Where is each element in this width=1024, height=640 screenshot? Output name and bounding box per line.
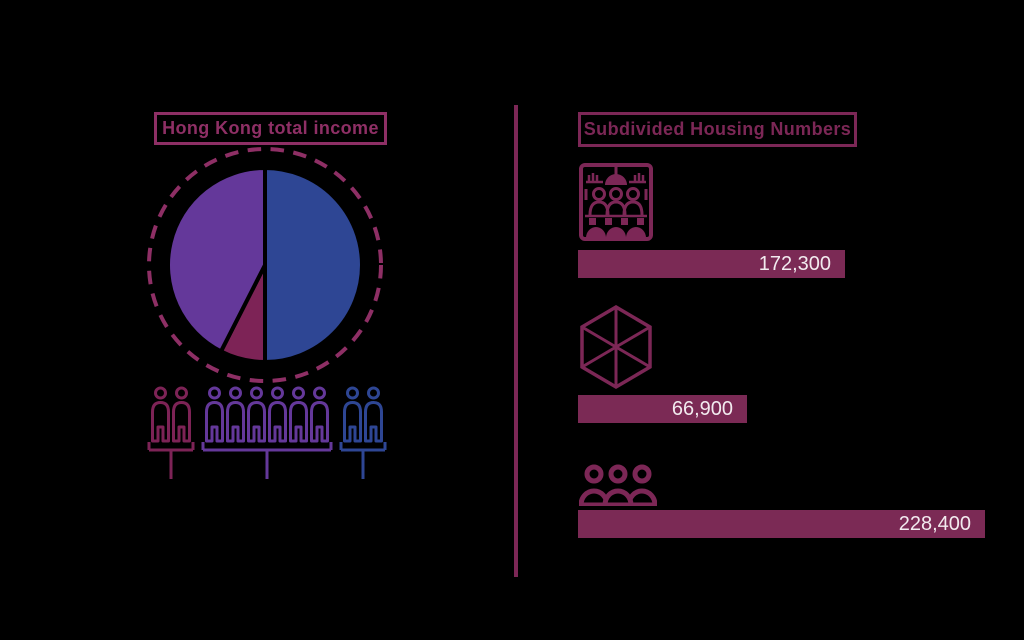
bar-crowded-room: 172,300: [578, 250, 845, 278]
people-pictogram: [147, 386, 387, 479]
right-title: Subdivided Housing Numbers: [583, 119, 852, 139]
pie-chart: [147, 147, 383, 383]
cube-icon: [580, 304, 652, 390]
left-title: Hong Kong total income: [162, 118, 379, 138]
bar-value-people: 228,400: [898, 512, 971, 535]
pie-dashed-ring: [147, 147, 383, 383]
pie-wedges: [166, 165, 364, 365]
left-title-box: Hong Kong total income: [154, 112, 387, 145]
bar-cube: 66,900: [578, 395, 747, 423]
bar-value-cube: 66,900: [671, 397, 733, 420]
section-divider: [514, 105, 518, 577]
crowded-room-icon: [579, 163, 653, 241]
bar-value-crowded-room: 172,300: [758, 252, 831, 275]
bar-people: 228,400: [578, 510, 985, 538]
right-title-box: Subdivided Housing Numbers: [578, 112, 857, 147]
people-group-icon: [579, 464, 657, 506]
